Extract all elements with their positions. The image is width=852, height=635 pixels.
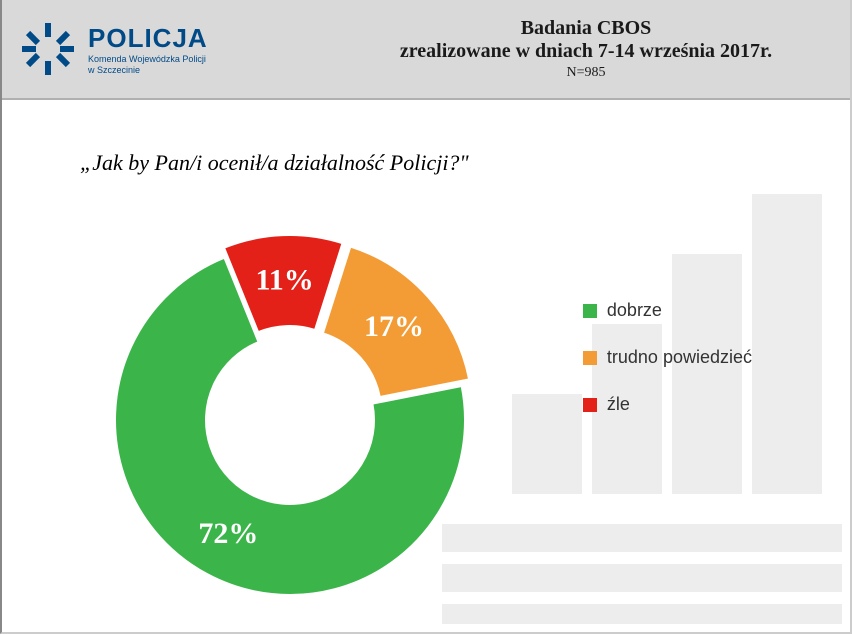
slice-pct-label: 11%	[255, 263, 313, 296]
header-title-block: Badania CBOS zrealizowane w dniach 7-14 …	[340, 17, 832, 81]
header-title-line2: zrealizowane w dniach 7-14 września 2017…	[340, 40, 832, 63]
slice-pct-label: 72%	[198, 517, 258, 550]
legend-item: trudno powiedzieć	[583, 347, 752, 368]
legend-swatch	[583, 351, 597, 365]
legend-item: dobrze	[583, 300, 752, 321]
logo-title: POLICJA	[88, 23, 208, 54]
legend-swatch	[583, 398, 597, 412]
chart-legend: dobrze trudno powiedzieć źle	[583, 300, 752, 441]
content-area: „Jak by Pan/i ocenił/a działalność Polic…	[0, 100, 852, 634]
legend-label: dobrze	[607, 300, 662, 321]
logo-block: POLICJA Komenda Wojewódzka Policji w Szc…	[20, 21, 340, 77]
legend-label: trudno powiedzieć	[607, 347, 752, 368]
logo-text: POLICJA Komenda Wojewódzka Policji w Szc…	[88, 23, 208, 76]
legend-item: źle	[583, 394, 752, 415]
donut-chart: 11% 17% 72%	[70, 210, 510, 630]
legend-swatch	[583, 304, 597, 318]
legend-label: źle	[607, 394, 630, 415]
logo-subtitle-1: Komenda Wojewódzka Policji	[88, 54, 208, 65]
header-sample-size: N=985	[340, 65, 832, 81]
slice-pct-label: 17%	[364, 310, 424, 343]
header-bar: POLICJA Komenda Wojewódzka Policji w Szc…	[0, 0, 852, 100]
header-title-line1: Badania CBOS	[340, 17, 832, 40]
police-star-icon	[20, 21, 76, 77]
logo-subtitle-2: w Szczecinie	[88, 65, 208, 76]
survey-question: „Jak by Pan/i ocenił/a działalność Polic…	[80, 150, 852, 176]
